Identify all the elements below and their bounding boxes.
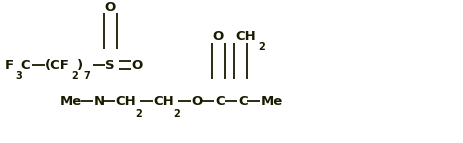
Text: CH: CH	[154, 95, 175, 108]
Text: O: O	[131, 59, 143, 72]
Text: CH: CH	[235, 30, 256, 43]
Text: ): )	[77, 59, 83, 72]
Text: C: C	[238, 95, 248, 108]
Text: O: O	[192, 95, 203, 108]
Text: Me: Me	[60, 95, 82, 108]
Text: 2: 2	[258, 42, 265, 52]
Text: Me: Me	[261, 95, 283, 108]
Text: N: N	[94, 95, 105, 108]
Text: 2: 2	[71, 71, 78, 81]
Text: 7: 7	[84, 71, 91, 81]
Text: O: O	[105, 1, 116, 14]
Text: 3: 3	[16, 71, 23, 81]
Text: C: C	[21, 59, 31, 72]
Text: 2: 2	[173, 109, 180, 119]
Text: 2: 2	[135, 109, 142, 119]
Text: S: S	[105, 59, 114, 72]
Text: C: C	[215, 95, 225, 108]
Text: (CF: (CF	[45, 59, 70, 72]
Text: CH: CH	[116, 95, 137, 108]
Text: O: O	[213, 30, 224, 43]
Text: F: F	[5, 59, 14, 72]
